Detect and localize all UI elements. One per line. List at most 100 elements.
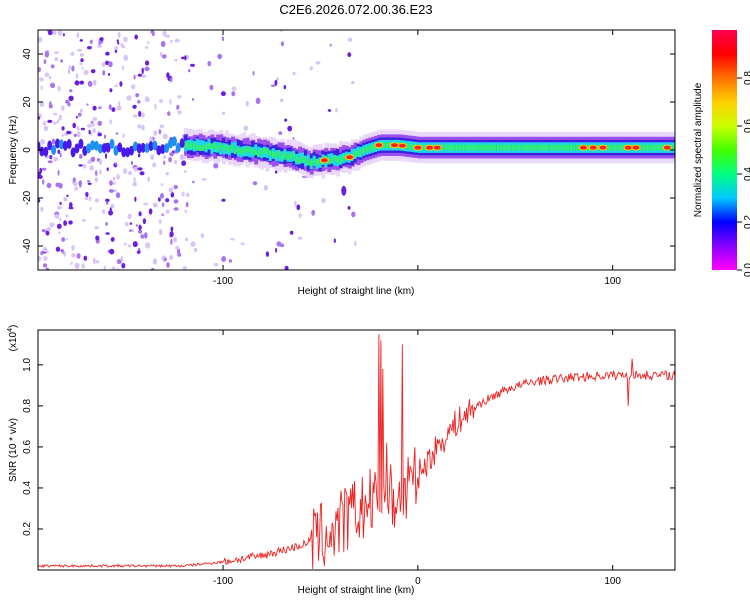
spectrogram-noise-dot: [173, 160, 178, 165]
spectrogram-ridge-cell: [207, 142, 210, 149]
spectrogram-noise-dot: [173, 199, 179, 204]
spectrogram-noise-dot: [283, 85, 287, 90]
spectrogram-ridge-cell: [455, 144, 459, 151]
spectrogram-noise-dot: [127, 213, 132, 220]
spectrogram-noise-dot: [152, 202, 158, 208]
spectrogram-noise-dot: [144, 96, 149, 102]
spectrogram-noise-dot: [133, 167, 139, 172]
spectrogram-noise-dot: [170, 192, 175, 198]
spectrogram-noise-dot: [43, 59, 47, 64]
spectrogram-ridge-cell: [444, 144, 447, 151]
spectrogram-noise-dot: [162, 54, 167, 59]
spectrogram-ridge-cell: [39, 146, 45, 157]
spectrogram-ridge-cell: [219, 144, 223, 155]
spectrogram-noise-dot: [56, 223, 62, 229]
snr-y-tick-label: 1.0: [22, 357, 33, 371]
spectrogram-noise-dot: [73, 182, 78, 187]
snr-x-tick-label: 0: [415, 576, 421, 587]
spectrogram-noise-dot: [169, 98, 172, 105]
spectrogram-noise-dot: [287, 125, 293, 132]
spectrogram-noise-dot: [108, 104, 112, 110]
spectrogram-noise-dot: [165, 171, 169, 176]
spectrogram-noise-dot: [144, 66, 150, 72]
spectrogram-noise-dot: [54, 214, 60, 219]
spectrogram-ridge-cell: [66, 139, 72, 149]
spectrogram-ridge-cell: [62, 140, 68, 151]
spectrogram-noise-dot: [103, 266, 107, 270]
spectrogram-noise-dot: [110, 237, 115, 242]
spectrogram-hot-spot: [598, 144, 608, 151]
spectrogram-noise-dot: [221, 256, 227, 262]
spectrogram-noise-dot: [62, 33, 65, 37]
spectrogram-noise-dot: [76, 253, 81, 259]
spectrogram-noise-dot: [40, 85, 43, 90]
spectrogram-noise-dot: [187, 69, 191, 73]
spectrogram-ridge-cell: [160, 144, 166, 155]
spectrogram-noise-dot: [61, 126, 65, 131]
spectrogram-hot-spot: [413, 144, 423, 151]
spectrogram-noise-dot: [123, 168, 128, 175]
spectrogram-noise-dot: [74, 262, 80, 269]
spectrogram-noise-dot: [137, 153, 141, 158]
spectrogram-ridge-cell: [298, 158, 301, 165]
spectrogram-noise-dot: [162, 133, 168, 140]
spectrogram-noise-dot: [87, 180, 91, 183]
spectrogram-noise-dot: [207, 60, 212, 67]
spectrogram-noise-dot: [148, 208, 153, 215]
spectrogram-ridge-cell: [540, 144, 544, 151]
spectrogram-noise-dot: [51, 138, 56, 145]
spectrogram-ridge-cell: [286, 154, 289, 160]
spectrogram-ridge-cell: [251, 148, 254, 155]
spectrogram-noise-dot: [134, 196, 137, 202]
spectrogram-noise-dot: [66, 194, 69, 197]
spectrogram-noise-dot: [309, 66, 313, 71]
spectrogram-noise-dot: [104, 153, 108, 159]
spectrogram-noise-dot: [78, 180, 82, 186]
spectrogram-noise-dot: [292, 137, 295, 140]
spectrogram-noise-dot: [85, 191, 89, 198]
spectrogram-noise-dot: [140, 112, 145, 118]
spectrogram-noise-dot: [71, 244, 75, 251]
spectrogram-ridge-cell: [452, 144, 456, 151]
spectrogram-noise-dot: [141, 74, 147, 78]
spectrogram-hot-spot: [341, 185, 347, 196]
spectrogram-noise-dot: [192, 180, 195, 184]
spectrogram-ridge-cell: [312, 157, 316, 164]
spectrogram-noise-dot: [170, 39, 173, 43]
spectrogram-noise-dot: [38, 67, 41, 73]
spectrogram-ridge-cell: [227, 147, 231, 153]
spectrogram-noise-dot: [114, 84, 118, 88]
spectrogram-ridge-cell: [517, 144, 520, 151]
spectrogram-noise-dot: [108, 210, 114, 216]
spectrogram-noise-dot: [177, 110, 182, 115]
spectrogram-ridge-cell: [55, 138, 60, 149]
spectrogram-ridge-cell: [523, 144, 526, 151]
spectrogram-ridge-cell: [184, 141, 187, 148]
spectrogram-ridge-cell: [549, 144, 552, 151]
spectrogram-noise-dot: [174, 59, 178, 62]
spectrogram-noise-dot: [43, 125, 49, 132]
spectrogram-ridge-cell: [248, 146, 251, 153]
spectrogram-hot-spot: [374, 142, 384, 149]
spectrogram-noise-dot: [109, 207, 112, 212]
spectrogram-ridge-cell: [639, 144, 643, 151]
spectrogram-ridge-cell: [236, 147, 240, 153]
spectrogram-noise-dot: [38, 174, 43, 179]
spectrogram-noise-dot: [92, 257, 96, 264]
spectrogram-ridge-cell: [339, 157, 342, 164]
spectrogram-noise-dot: [167, 111, 171, 116]
snr-y-tick-label: 0.4: [22, 481, 33, 495]
spectrogram-noise-dot: [86, 46, 92, 50]
spectrogram-noise-dot: [79, 108, 83, 113]
spectrogram-noise-dot: [116, 259, 122, 265]
spectrogram-noise-dot: [209, 84, 214, 91]
spectrogram-noise-dot: [193, 247, 198, 253]
spectrogram-noise-dot: [49, 101, 52, 107]
spectrogram-ridge-cell: [526, 144, 529, 151]
spectrogram-noise-dot: [133, 177, 136, 182]
spectrogram-noise-dot: [347, 52, 352, 58]
spectrogram-ridge-cell: [473, 144, 476, 151]
spectrogram-noise-dot: [159, 98, 164, 104]
spectrogram-noise-dot: [311, 209, 316, 216]
spectrogram-noise-dot: [81, 263, 85, 269]
